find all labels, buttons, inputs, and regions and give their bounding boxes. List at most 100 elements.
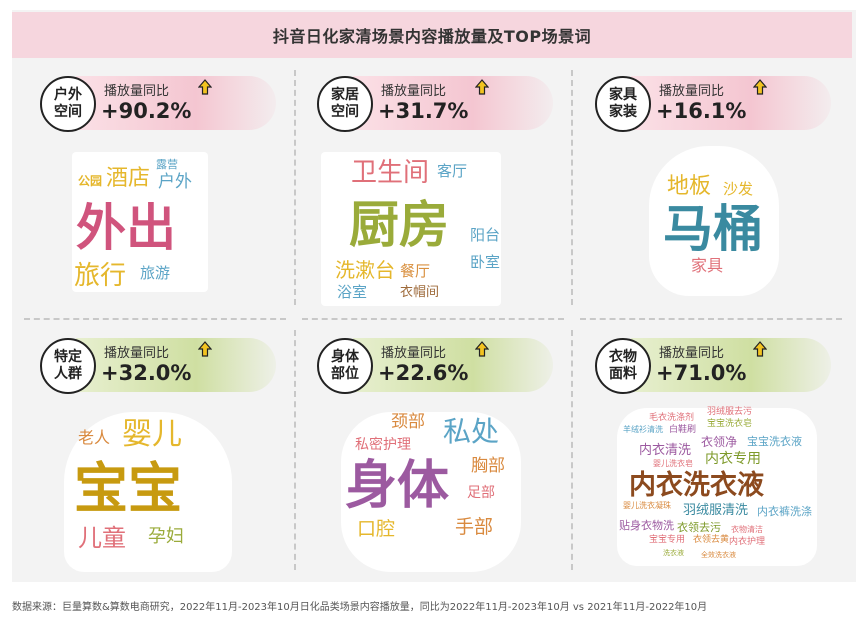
scene-badge: 家居 空间 [317, 76, 373, 132]
cloud-word: 宝宝洗衣液 [747, 435, 802, 448]
divider [571, 330, 573, 570]
metric-label: 播放量同比 [381, 84, 447, 99]
cloud-word: 户外 [158, 172, 192, 192]
cloud-word: 口腔 [357, 518, 396, 540]
scene-badge: 身体 部位 [317, 338, 373, 394]
growth-box: 播放量同比 +32.0% [76, 338, 276, 392]
up-arrow-icon [198, 79, 212, 95]
growth-box: 播放量同比 +16.1% [631, 76, 831, 130]
cloud-word: 羽绒服去污 [707, 407, 753, 417]
scene-card-body: 身体 部位 播放量同比 +22.6% 颈部 私密护理 私处 身体 胸部 足部 口… [305, 332, 573, 572]
growth-value: +32.0% [101, 361, 192, 385]
cloud-word: 衣物清洁 [731, 525, 763, 534]
cloud-word: 厨房 [349, 196, 449, 254]
source-note: 数据来源：巨量算数&算数电商研究，2022年11月-2023年10月日化品类场景… [12, 602, 708, 613]
up-arrow-icon [753, 79, 767, 95]
growth-box: 播放量同比 +22.6% [353, 338, 553, 392]
scene-badge: 衣物 面料 [595, 338, 651, 394]
word-cloud: 老人 婴儿 宝宝 儿童 孕妇 [28, 402, 296, 572]
divider [294, 70, 296, 305]
cloud-word: 老人 [78, 428, 111, 447]
cloud-word: 内衣清洗 [639, 443, 692, 458]
cloud-word: 外出 [76, 199, 176, 257]
cloud-word: 孕妇 [148, 526, 184, 547]
word-cloud: 颈部 私密护理 私处 身体 胸部 足部 口腔 手部 [305, 402, 573, 572]
up-arrow-icon [753, 341, 767, 357]
up-arrow-icon [198, 341, 212, 357]
growth-box: 播放量同比 +31.7% [353, 76, 553, 130]
scene-card-fabric: 衣物 面料 播放量同比 +71.0% 毛衣洗涤剂 羽绒服去污 宝宝洗衣皂 白鞋刷… [583, 332, 851, 572]
metric-label: 播放量同比 [659, 346, 725, 361]
up-arrow-icon [475, 341, 489, 357]
divider [580, 318, 842, 320]
cloud-word: 婴儿洗衣凝珠 [623, 501, 671, 510]
divider [571, 70, 573, 305]
cloud-word: 足部 [467, 485, 495, 501]
cloud-word: 内衣专用 [705, 451, 761, 467]
cloud-word: 地板 [667, 174, 712, 199]
cloud-word: 宝宝 [74, 457, 182, 520]
divider [294, 330, 296, 570]
cloud-word: 宝宝专用 [649, 535, 686, 545]
metric-label: 播放量同比 [381, 346, 447, 361]
cloud-word: 露营 [156, 158, 178, 171]
cloud-word: 衣领净 [701, 435, 738, 449]
word-cloud: 地板 沙发 马桶 家具 [583, 140, 851, 310]
cloud-word: 白鞋刷 [669, 425, 697, 435]
growth-value: +31.7% [378, 99, 469, 123]
scene-card-furniture: 家具 家装 播放量同比 +16.1% 地板 沙发 马桶 家具 [583, 70, 851, 310]
cloud-word: 私密护理 [355, 437, 411, 453]
cloud-word: 洗衣液 [663, 549, 684, 557]
cloud-word: 浴室 [337, 283, 368, 301]
cloud-word: 餐厅 [400, 262, 431, 280]
cloud-word: 内衣洗衣液 [629, 470, 764, 501]
cloud-word: 酒店 [106, 166, 151, 191]
cloud-word: 沙发 [723, 180, 754, 198]
cloud-word: 羽绒服清洗 [683, 503, 749, 518]
scene-card-people: 特定 人群 播放量同比 +32.0% 老人 婴儿 宝宝 儿童 孕妇 [28, 332, 296, 572]
scene-badge: 家具 家装 [595, 76, 651, 132]
cloud-word: 宝宝洗衣皂 [707, 419, 753, 429]
cloud-word: 颈部 [391, 412, 425, 432]
cloud-word: 衣领去污 [677, 521, 721, 534]
cloud-word: 旅行 [74, 261, 127, 291]
title-bar: 抖音日化家清场景内容播放量及TOP场景词 [12, 12, 852, 58]
metric-label: 播放量同比 [104, 84, 170, 99]
cloud-word: 卫生间 [351, 158, 430, 188]
cloud-word: 胸部 [471, 456, 505, 476]
cloud-word: 家具 [691, 256, 724, 275]
cloud-word: 身体 [345, 456, 450, 516]
cloud-word: 羊绒衫清洗 [623, 425, 663, 434]
cloud-word: 公园 [78, 174, 103, 188]
chart-title: 抖音日化家清场景内容播放量及TOP场景词 [272, 27, 592, 46]
growth-value: +90.2% [101, 99, 192, 123]
growth-value: +22.6% [378, 361, 469, 385]
cloud-word: 旅游 [140, 264, 171, 282]
cloud-word: 婴儿 [122, 417, 182, 452]
cloud-word: 洗漱台 [335, 258, 395, 282]
metric-label: 播放量同比 [104, 346, 170, 361]
cloud-word: 客厅 [437, 162, 468, 180]
divider [302, 318, 564, 320]
growth-value: +16.1% [656, 99, 747, 123]
cloud-word: 婴儿洗衣皂 [653, 459, 693, 468]
word-cloud: 卫生间 客厅 厨房 阳台 洗漱台 餐厅 卧室 浴室 衣帽间 [305, 140, 573, 310]
cloud-word: 手部 [455, 516, 494, 538]
word-cloud: 毛衣洗涤剂 羽绒服去污 宝宝洗衣皂 白鞋刷 羊绒衫清洗 衣领净 宝宝洗衣液 内衣… [583, 402, 851, 572]
growth-box: 播放量同比 +90.2% [76, 76, 276, 130]
cloud-word: 儿童 [78, 524, 126, 552]
cloud-word: 内衣护理 [729, 537, 766, 547]
cloud-word: 内衣裤洗涤 [757, 505, 812, 518]
cloud-word: 毛衣洗涤剂 [649, 413, 695, 423]
scene-badge: 户外 空间 [40, 76, 96, 132]
cloud-word: 私处 [443, 415, 500, 448]
growth-value: +71.0% [656, 361, 747, 385]
up-arrow-icon [475, 79, 489, 95]
cloud-word: 马桶 [663, 200, 763, 258]
scene-card-outdoor: 户外 空间 播放量同比 +90.2% 露营 公园 酒店 户外 外出 旅行 旅游 [28, 70, 296, 310]
scene-badge: 特定 人群 [40, 338, 96, 394]
cloud-word: 卧室 [470, 253, 501, 271]
divider [24, 318, 286, 320]
growth-box: 播放量同比 +71.0% [631, 338, 831, 392]
metric-label: 播放量同比 [659, 84, 725, 99]
